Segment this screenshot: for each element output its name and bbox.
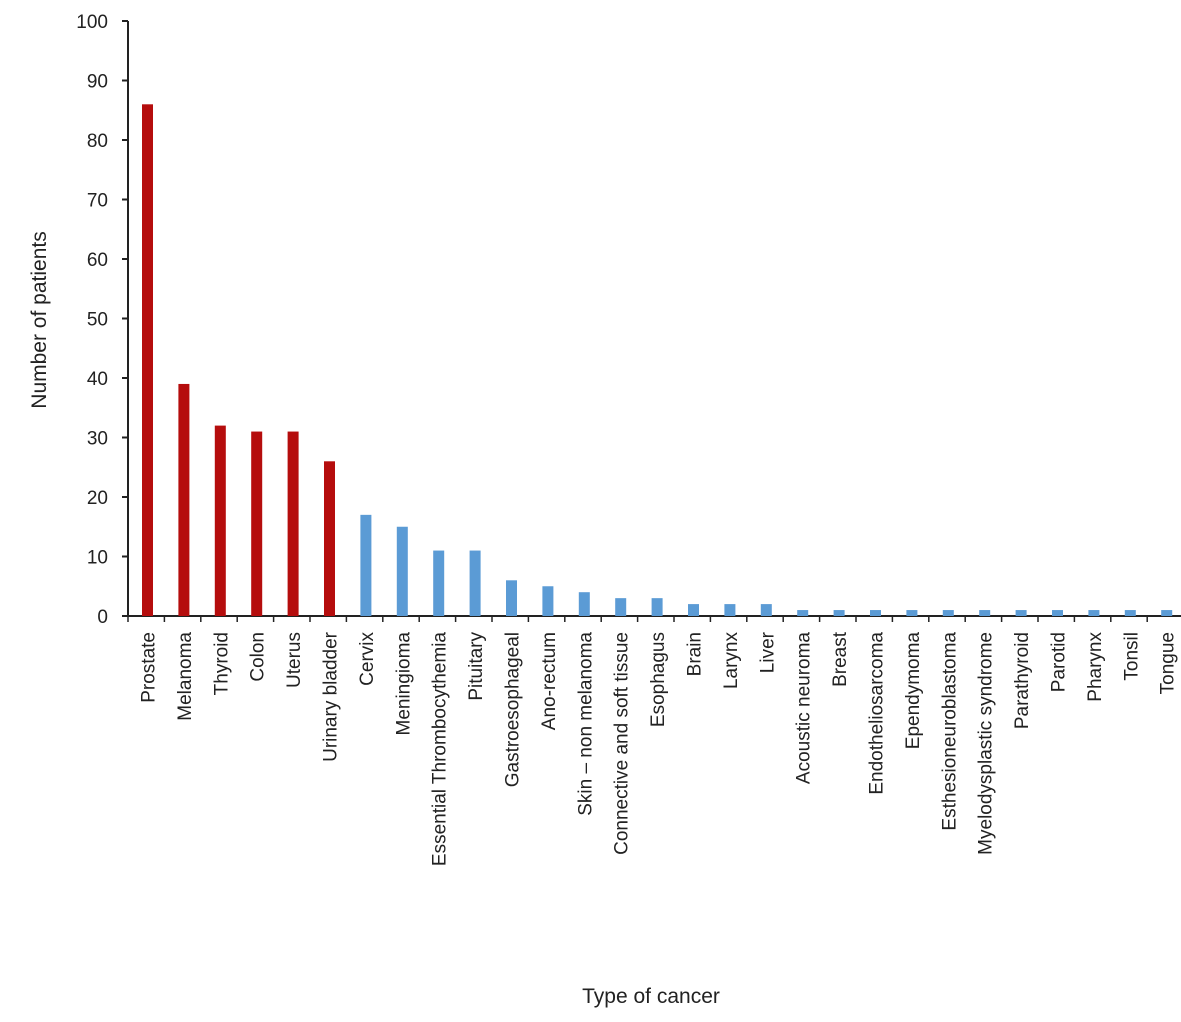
bar-esthesioneuroblastoma [942, 610, 954, 616]
x-tick-label: Ependymoma [903, 632, 924, 750]
x-tick-label: Thyroid [211, 632, 232, 695]
x-axis [127, 615, 1181, 622]
bar-prostate [142, 104, 153, 617]
bar-breast [833, 610, 845, 616]
x-tick-label: Urinary bladder [321, 631, 342, 762]
x-tick-label: Melanoma [175, 632, 196, 721]
x-tick-label: Liver [757, 631, 778, 673]
bar-parotid [1052, 610, 1063, 616]
x-axis-title: Type of cancer [582, 985, 720, 1008]
y-tick-label: 80 [87, 131, 108, 152]
y-tick-label: 30 [87, 429, 108, 450]
bar-thyroid [214, 425, 226, 616]
x-tick-label: Colon [248, 632, 269, 682]
bar-melanoma [178, 383, 190, 616]
y-tick-label: 90 [87, 72, 108, 93]
y-tick-label: 40 [87, 369, 108, 390]
x-tick-label: Brain [685, 632, 706, 676]
x-tick-label: Prostate [139, 632, 160, 703]
x-tick-label: Parathyroid [1012, 632, 1033, 729]
bar-uterus [287, 431, 299, 616]
x-tick-label: Pharynx [1085, 632, 1106, 702]
x-tick-label: Connective and soft tissue [612, 632, 633, 855]
y-tick-label: 0 [97, 607, 108, 628]
bar-parathyroid [1015, 610, 1027, 616]
x-tick-label: Pituitary [466, 632, 487, 701]
bar-ependymoma [906, 610, 918, 616]
bar-liver [760, 604, 772, 616]
y-axis: 0 10 20 30 40 50 60 70 80 90 100 [76, 12, 129, 628]
bar-pharynx [1088, 610, 1100, 616]
x-tick-label: Ano-rectum [539, 632, 560, 730]
x-tick-label: Tongue [1158, 632, 1179, 694]
x-tick-label: Myelodysplastic syndrome [976, 632, 997, 855]
bar-acoustic-neuroma [797, 610, 809, 616]
bar-myelodysplastic-syndrome [979, 610, 991, 616]
y-tick-label: 10 [87, 548, 108, 569]
bar-tongue [1161, 610, 1173, 616]
bar-colon [251, 431, 263, 616]
y-tick-label: 20 [87, 488, 108, 509]
bar-connective-and-soft-tissue [615, 598, 627, 616]
x-tick-label: Endotheliosarcoma [867, 632, 888, 795]
bar-gastroesophageal [506, 580, 517, 616]
bar-brain [688, 604, 699, 616]
y-axis-title: Number of patients [28, 231, 51, 408]
y-tick-label: 60 [87, 250, 108, 271]
x-tick-label: Esophagus [648, 632, 669, 727]
x-tick-label: Skin – non melanoma [575, 632, 596, 816]
y-tick-label: 100 [76, 12, 108, 33]
x-tick-label: Gastroesophageal [503, 632, 524, 787]
x-tick-label: Esthesioneuroblastoma [939, 632, 960, 831]
bar-cervix [360, 514, 372, 616]
x-tick-label: Essential Thrombocythemia [430, 632, 451, 867]
x-tick-label: Parotid [1049, 632, 1070, 692]
x-tick-label: Cervix [357, 632, 378, 686]
x-tick-label: Meningioma [393, 632, 414, 736]
bar-urinary-bladder [324, 461, 335, 616]
bar-meningioma [396, 526, 408, 616]
x-tick-label: Tonsil [1121, 632, 1142, 681]
x-tick-label: Acoustic neuroma [794, 632, 815, 785]
x-tick-label: Uterus [284, 632, 305, 688]
bars [142, 104, 1173, 617]
bar-ano-rectum [542, 586, 554, 616]
bar-essential-thrombocythemia [433, 550, 445, 616]
bar-skin-non-melanoma [578, 592, 590, 616]
bar-pituitary [469, 550, 481, 616]
category-labels: Prostate Melanoma Thyroid Colon Uterus Urinar… [139, 631, 1179, 866]
bar-esophagus [651, 598, 663, 616]
x-tick-label: Larynx [721, 632, 742, 690]
y-tick-label: 70 [87, 191, 108, 212]
bar-larynx [724, 604, 736, 616]
bar-endotheliosarcoma [870, 610, 881, 616]
x-tick-label: Breast [830, 631, 851, 687]
bar-tonsil [1124, 610, 1136, 616]
y-tick-label: 50 [87, 310, 108, 331]
